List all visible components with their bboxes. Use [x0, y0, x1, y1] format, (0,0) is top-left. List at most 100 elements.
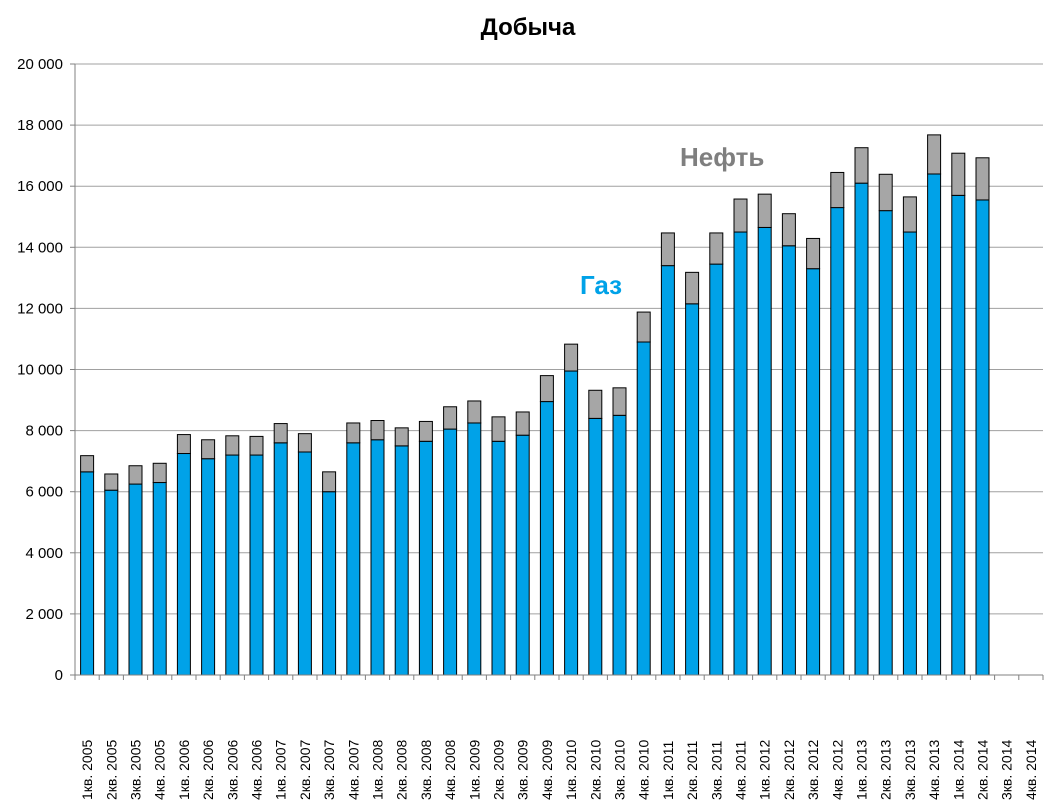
x-tick-label: 2кв. 2011: [684, 741, 700, 800]
bar-gas: [878, 210, 893, 676]
x-tick-label: 4кв. 2014: [1023, 740, 1039, 800]
x-tick-label: 4кв. 2010: [636, 740, 652, 800]
bar-gas: [176, 453, 191, 676]
bar-gas: [685, 303, 700, 676]
bar-gas: [975, 199, 990, 676]
x-tick-label: 3кв. 2011: [708, 741, 724, 800]
bar-oil: [467, 400, 482, 424]
x-tick-label: 3кв. 2012: [805, 740, 821, 800]
bar-gas: [636, 341, 651, 676]
x-tick-label: 1кв. 2005: [79, 740, 95, 800]
x-tick-label: 3кв. 2014: [999, 740, 1015, 800]
bar-oil: [975, 157, 990, 201]
bar-oil: [636, 311, 651, 343]
bar-gas: [564, 370, 579, 676]
bar-oil: [539, 375, 554, 403]
bar-gas: [443, 428, 458, 676]
x-tick-label: 1кв. 2012: [757, 740, 773, 800]
x-tick-label: 3кв. 2006: [224, 740, 240, 800]
bar-oil: [104, 473, 119, 491]
bar-gas: [491, 440, 506, 676]
x-tick-label: 2кв. 2005: [103, 740, 119, 800]
bar-oil: [685, 271, 700, 305]
x-tick-label: 2кв. 2010: [587, 740, 603, 800]
bar-oil: [951, 152, 966, 196]
bar-oil: [297, 433, 312, 453]
y-tick-label: 16 000: [17, 178, 63, 195]
bar-oil: [176, 434, 191, 455]
annotation-oil: Нефть: [680, 142, 764, 172]
x-tick-label: 4кв. 2009: [539, 740, 555, 800]
bars: [80, 134, 990, 676]
bar-oil: [902, 196, 917, 233]
y-axis: 0 2 000 4 000 6 000 8 000 10 000 12 000 14 000 1…: [17, 56, 76, 684]
bar-gas: [346, 442, 361, 676]
x-tick-label: 3кв. 2013: [902, 740, 918, 800]
bar-oil: [564, 343, 579, 372]
bar-gas: [660, 265, 675, 676]
bar-gas: [806, 268, 821, 676]
bar-gas: [757, 226, 772, 676]
x-tick-label: 1кв. 2014: [950, 740, 966, 800]
bar-oil: [370, 420, 385, 441]
bar-gas: [588, 417, 603, 676]
x-tick-label: 1кв. 2010: [563, 740, 579, 800]
bar-oil: [854, 147, 869, 184]
x-tick-label: 4кв. 2006: [249, 740, 265, 800]
bar-gas: [249, 454, 264, 676]
x-tick-label: 3кв. 2009: [515, 740, 531, 800]
x-tick-label: 4кв. 2013: [926, 740, 942, 800]
x-tick-label: 1кв. 2006: [176, 740, 192, 800]
bar-gas: [394, 445, 409, 676]
y-tick-label: 14 000: [17, 239, 63, 256]
bar-oil: [443, 406, 458, 430]
bar-gas: [273, 442, 288, 676]
y-tick-label: 2 000: [25, 606, 63, 623]
bar-gas: [128, 483, 143, 676]
bar-gas: [322, 491, 337, 676]
bar-gas: [201, 458, 216, 676]
chart-title: Добыча: [481, 14, 576, 41]
x-tick-label: 2кв. 2006: [200, 740, 216, 800]
y-tick-label: 10 000: [17, 362, 63, 379]
bar-oil: [515, 411, 530, 436]
bar-gas: [781, 245, 796, 676]
x-tick-label: 2кв. 2012: [781, 740, 797, 800]
bar-oil: [322, 471, 337, 493]
x-tick-label: 1кв. 2013: [854, 740, 870, 800]
x-tick-label: 1кв. 2008: [370, 740, 386, 800]
bar-gas: [418, 440, 433, 676]
bar-oil: [225, 435, 240, 456]
y-tick-label: 6 000: [25, 484, 63, 501]
bar-gas: [951, 194, 966, 676]
y-tick-label: 12 000: [17, 300, 63, 317]
x-tick-label: 4кв. 2007: [345, 740, 361, 800]
bar-gas: [297, 451, 312, 676]
y-tick-label: 4 000: [25, 545, 63, 562]
x-tick-label: 4кв. 2011: [733, 741, 749, 800]
bar-oil: [660, 232, 675, 267]
bar-gas: [854, 182, 869, 676]
bar-gas: [152, 482, 167, 676]
bar-oil: [757, 193, 772, 228]
x-tick-label: 4кв. 2012: [829, 740, 845, 800]
x-tick-label: 1кв. 2011: [660, 741, 676, 800]
bar-oil: [394, 427, 409, 447]
bar-gas: [733, 231, 748, 676]
bar-oil: [733, 198, 748, 233]
bar-oil: [273, 423, 288, 444]
x-tick-label: 3кв. 2005: [128, 740, 144, 800]
bar-oil: [878, 173, 893, 212]
bar-oil: [491, 416, 506, 442]
x-tick-label: 3кв. 2007: [321, 740, 337, 800]
bar-gas: [539, 401, 554, 676]
bar-oil: [346, 422, 361, 444]
bar-oil: [806, 237, 821, 270]
bar-gas: [927, 173, 942, 676]
bar-gas: [902, 231, 917, 676]
bar-oil: [418, 420, 433, 442]
x-tick-label: 2кв. 2008: [394, 740, 410, 800]
bar-oil: [249, 435, 264, 456]
x-tick-label: 2кв. 2014: [975, 740, 991, 800]
